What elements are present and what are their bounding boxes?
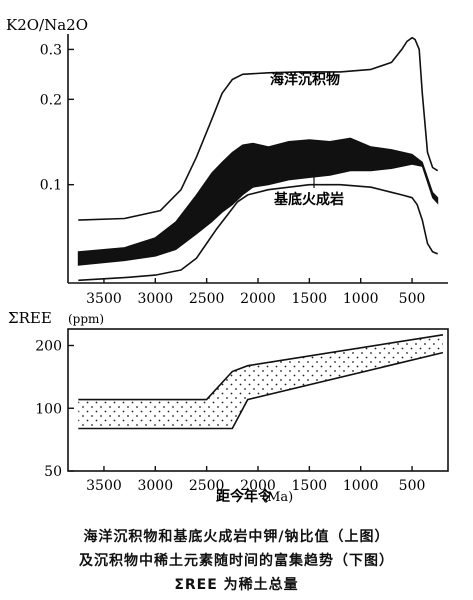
caption-line-2: 及沉积物中稀土元素随时间的富集趋势（下图）	[79, 553, 394, 569]
top-x-tick-label: 1000	[343, 291, 379, 307]
bottom-y-ticks: 50 100 200	[35, 339, 74, 480]
bottom-y-tick-label: 50	[44, 464, 62, 480]
top-x-tick-label: 3500	[86, 291, 122, 307]
bottom-x-tick-label: 2500	[189, 478, 225, 494]
bottom-x-ticks: 3500 3000 2500 2000 1500 1000 500	[86, 466, 425, 494]
bottom-plot-area	[78, 334, 444, 430]
caption-line-1: 海洋沉积物和基底火成岩中钾/钠比值（上图）	[83, 529, 390, 545]
top-chart: K2O/Na2O 0.1 0.2 0.3 3500 3000 2500 2000 1500 1…	[6, 16, 448, 307]
bottom-x-tick-label: 500	[399, 478, 426, 494]
bottom-x-tick-label: 1000	[343, 478, 379, 494]
bottom-x-tick-label: 1500	[292, 478, 328, 494]
series-band-1	[77, 137, 439, 266]
top-x-tick-label: 2000	[240, 291, 276, 307]
top-x-tick-label: 500	[399, 291, 426, 307]
top-x-tick-label: 2500	[189, 291, 225, 307]
bottom-x-axis-label: 距今年令	[216, 488, 273, 505]
bottom-y-tick-label: 200	[35, 339, 62, 355]
top-y-tick-label: 0.1	[40, 178, 62, 194]
bottom-x-tick-label: 2000	[240, 478, 276, 494]
top-x-ticks: 3500 3000 2500 2000 1500 1000 500	[86, 278, 425, 307]
bottom-y-tick-label: 100	[35, 401, 62, 417]
bottom-x-tick-label: 3500	[86, 478, 122, 494]
ree-band-lower	[78, 351, 444, 430]
top-x-tick-label: 3000	[137, 291, 173, 307]
bottom-x-tick-label: 3000	[137, 478, 173, 494]
top-x-tick-label: 1500	[292, 291, 328, 307]
series-line-0	[78, 36, 439, 221]
bottom-x-axis-unit: (Ma)	[262, 490, 293, 505]
ree-band-upper	[78, 334, 444, 401]
series-line-2	[78, 183, 439, 282]
top-plot-area	[77, 36, 439, 282]
ree-band-fill	[78, 334, 443, 429]
caption-line-3: ΣREE 为稀土总量	[174, 577, 299, 593]
annotation-marine-sediment: 海洋沉积物	[270, 71, 340, 88]
bottom-y-axis-unit: (ppm)	[68, 312, 104, 326]
bottom-chart: ΣREE (ppm) 50 100 200 3500 3000 2500 2000 1500…	[8, 309, 449, 505]
bottom-y-axis-label: ΣREE	[8, 309, 52, 327]
top-y-tick-label: 0.2	[40, 92, 62, 108]
top-y-axis-label: K2O/Na2O	[6, 16, 88, 34]
top-y-tick-label: 0.3	[40, 42, 62, 58]
top-y-ticks: 0.1 0.2 0.3	[40, 42, 74, 194]
annotation-basement-igneous: 基底火成岩	[274, 191, 344, 208]
